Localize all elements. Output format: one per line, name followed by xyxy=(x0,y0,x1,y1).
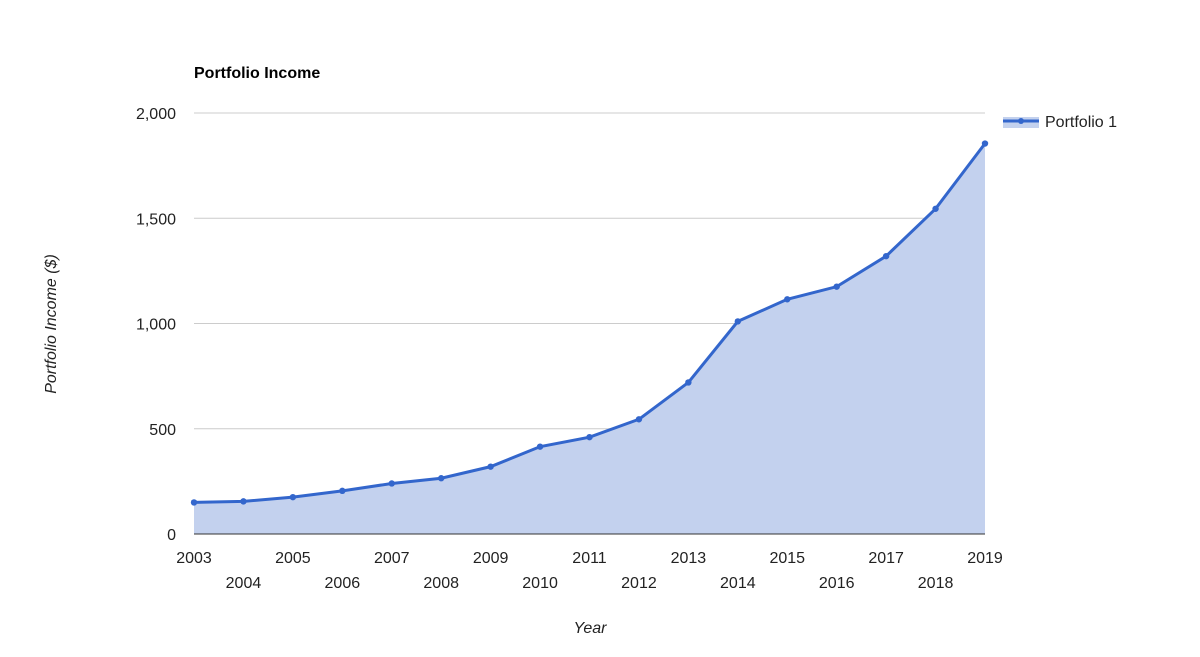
series-area-fill xyxy=(194,143,985,534)
chart-title: Portfolio Income xyxy=(194,65,320,82)
data-point-2009[interactable] xyxy=(487,463,494,470)
x-tick-label: 2005 xyxy=(275,550,311,567)
data-point-2017[interactable] xyxy=(882,252,890,260)
x-tick-label: 2004 xyxy=(226,575,262,592)
data-point-2015[interactable] xyxy=(784,296,791,303)
data-point-2018[interactable] xyxy=(932,205,939,212)
y-tick-label: 2,000 xyxy=(136,106,176,123)
data-point-2008[interactable] xyxy=(437,475,445,482)
data-point-2014[interactable] xyxy=(734,318,742,325)
x-tick-label: 2014 xyxy=(720,575,756,592)
data-point-2004[interactable] xyxy=(240,498,247,505)
legend-label-portfolio-1: Portfolio 1 xyxy=(1045,114,1117,131)
x-tick-label: 2016 xyxy=(819,575,855,592)
data-point-2013[interactable] xyxy=(685,379,692,386)
x-tick-label: 2015 xyxy=(769,550,805,567)
x-tick-label: 2003 xyxy=(176,550,212,567)
x-tick-label: 2018 xyxy=(918,575,954,592)
x-axis-title: Year xyxy=(574,620,608,637)
y-tick-label: 0 xyxy=(167,527,176,544)
data-point-2010[interactable] xyxy=(536,443,544,450)
x-tick-label: 2007 xyxy=(374,550,410,567)
data-point-2011[interactable] xyxy=(586,433,593,441)
legend-marker xyxy=(1018,118,1024,124)
x-tick-label: 2010 xyxy=(522,575,558,592)
data-point-2003[interactable] xyxy=(190,499,198,506)
x-tick-label: 2012 xyxy=(621,575,657,592)
x-tick-label: 2009 xyxy=(473,550,509,567)
x-tick-label: 2013 xyxy=(671,550,707,567)
y-tick-label: 1,500 xyxy=(136,211,176,228)
y-tick-label: 1,000 xyxy=(136,317,176,334)
data-point-2006[interactable] xyxy=(339,487,346,495)
data-point-2016[interactable] xyxy=(833,283,840,290)
x-tick-label: 2008 xyxy=(423,575,459,592)
legend[interactable]: Portfolio 1 xyxy=(1003,114,1117,131)
data-point-2012[interactable] xyxy=(635,416,643,423)
x-tick-label: 2017 xyxy=(868,550,904,567)
y-axis-title: Portfolio Income ($) xyxy=(43,254,60,394)
x-tick-label: 2011 xyxy=(572,550,607,567)
data-point-2007[interactable] xyxy=(388,480,395,487)
series-points xyxy=(190,140,989,506)
data-point-2005[interactable] xyxy=(289,493,297,501)
y-tick-label: 500 xyxy=(149,422,176,439)
x-axis-ticks: 2003 2004 2005 2006 2007 2008 2009 2010 2011 2012… xyxy=(176,550,1003,592)
data-point-2019[interactable] xyxy=(981,140,989,147)
x-tick-label: 2019 xyxy=(967,550,1003,567)
x-tick-label: 2006 xyxy=(325,575,361,592)
y-axis-ticks: 0 500 1,000 1,500 2,000 xyxy=(136,106,176,544)
